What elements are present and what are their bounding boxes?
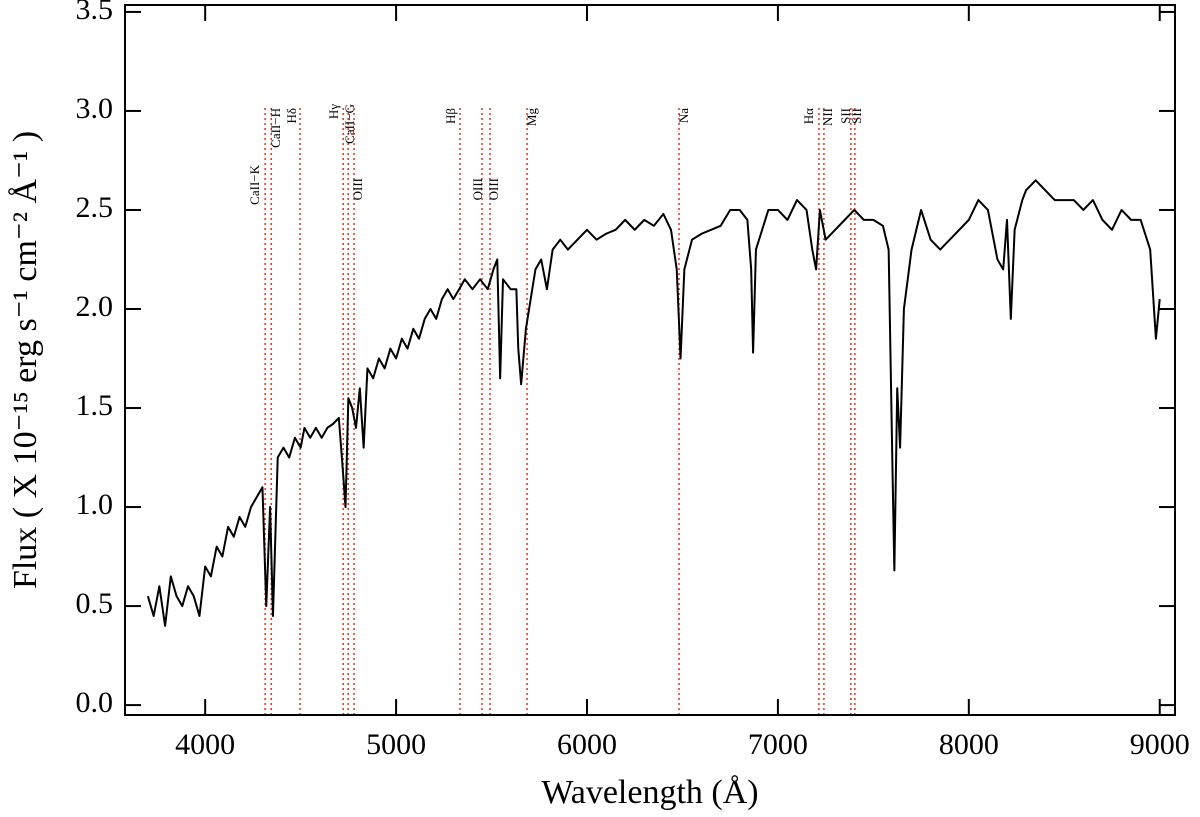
x-tick-label: 9000 [1130,728,1190,761]
x-tick-label: 6000 [557,728,617,761]
spectral-line-label: CaII−K [247,164,262,204]
plot-frame [124,4,1176,716]
y-tick-label: 2.5 [76,191,114,224]
x-tick-label: 5000 [366,728,426,761]
spectral-line-label: OIII [470,178,485,200]
spectral-line-label: SII [838,108,853,124]
x-axis-label: Wavelength (Å) [541,774,758,811]
y-axis-label: Flux ( X 10⁻¹⁵ erg s⁻¹ cm⁻² Å⁻¹ ) [7,131,44,589]
y-tick-label: 0.5 [76,587,114,620]
y-tick-label: 1.5 [76,389,114,422]
x-tick-label: 4000 [175,728,235,761]
y-tick-label: 3.5 [76,0,114,26]
spectral-line-label: Hβ [443,108,458,124]
spectral-line-label: Hγ [326,104,341,119]
spectral-line-label: OIII [486,178,501,200]
spectral-line-label: CaII−H [268,108,283,148]
spectral-line-label: CaII−G [342,104,357,144]
spectrum-line [146,179,1161,627]
x-tick-label: 7000 [748,728,808,761]
x-tick-label: 8000 [939,728,999,761]
spectral-line-label: Mg [524,108,539,127]
spectral-line-label: SII [849,108,864,124]
y-tick-label: 3.0 [76,92,114,125]
spectral-line-label: Hδ [284,108,299,124]
spectral-line-label: OIII [350,178,365,200]
spectral-line-label: NII [820,108,835,126]
y-tick-label: 0.0 [76,686,114,719]
spectral-line-label: Na [676,108,691,123]
spectral-line-label: Hα [801,108,816,124]
y-tick-label: 1.0 [76,488,114,521]
y-tick-label: 2.0 [76,290,114,323]
